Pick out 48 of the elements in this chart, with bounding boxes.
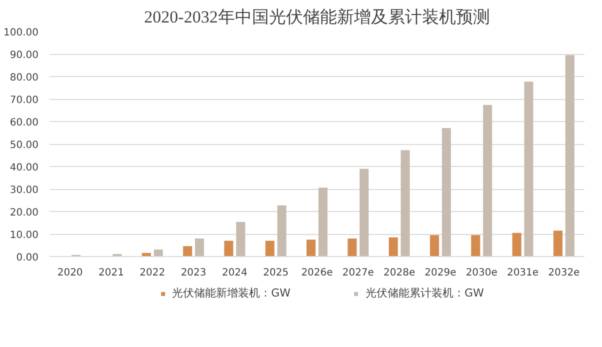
bar [360, 168, 369, 256]
bar [483, 104, 492, 256]
y-tick-label: 10.00 [10, 230, 39, 241]
x-tick-label: 2029e [424, 268, 456, 278]
bar [400, 150, 410, 256]
y-tick-label: 90.00 [10, 50, 39, 61]
x-tick-label: 2027e [342, 268, 374, 278]
y-tick-label: 30.00 [10, 185, 39, 196]
bar [318, 188, 328, 256]
x-tick-label: 2025 [263, 268, 289, 278]
x-tick-label: 2024 [222, 268, 248, 278]
bar [306, 240, 316, 256]
x-tick-label: 2032e [548, 268, 580, 278]
y-tick-label: 40.00 [10, 162, 39, 174]
bar [183, 246, 192, 256]
bar [236, 222, 246, 256]
bar [265, 240, 274, 256]
y-tick-label: 0.00 [16, 252, 38, 264]
legend-label: 光伏储能新增装机：GW [172, 286, 290, 300]
chart-title: 2020-2032年中国光伏储能新增及累计装机预测 [144, 8, 490, 26]
bar [224, 240, 234, 256]
y-tick-label: 100.00 [4, 28, 39, 38]
y-tick-label: 70.00 [10, 95, 39, 106]
bar [348, 238, 357, 256]
x-tick-label: 2021 [98, 268, 124, 278]
bar [277, 205, 286, 256]
bar [430, 235, 440, 256]
bar [471, 235, 480, 256]
y-tick-label: 60.00 [10, 118, 39, 128]
bar [565, 55, 574, 256]
y-tick-label: 80.00 [10, 72, 39, 84]
bar [154, 250, 163, 256]
y-tick-label: 20.00 [10, 208, 39, 218]
x-tick-label: 2022 [140, 268, 166, 278]
bar [388, 237, 398, 256]
legend-label: 光伏储能累计装机：GW [366, 286, 484, 300]
bar [524, 82, 534, 256]
x-tick-label: 2028e [384, 268, 416, 278]
x-tick-label: 2031e [506, 268, 539, 278]
y-tick-label: 50.00 [10, 140, 39, 151]
x-tick-label: 2023 [180, 268, 206, 278]
bar [512, 232, 522, 256]
bar [442, 128, 451, 256]
x-tick-label: 2030e [466, 268, 498, 278]
bar [553, 230, 562, 256]
x-tick-label: 2026e [301, 268, 333, 278]
bar [194, 238, 204, 256]
x-tick-label: 2020 [57, 268, 83, 278]
